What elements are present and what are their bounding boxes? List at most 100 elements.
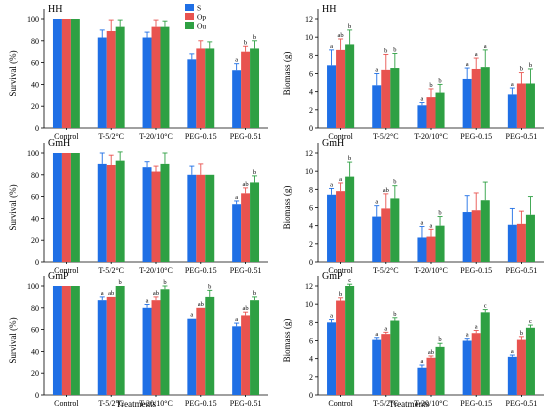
- y-axis-label: Survival (%): [8, 50, 18, 96]
- significance-label: b: [393, 311, 396, 318]
- bar: [327, 322, 337, 395]
- x-tick-label: PEG-0.15: [185, 399, 217, 408]
- bar: [516, 223, 526, 262]
- y-axis-label: Biomass (g): [282, 186, 292, 230]
- significance-label: b: [253, 290, 256, 297]
- y-tick-label: 12: [305, 149, 313, 158]
- y-tick-label: 40: [31, 214, 39, 223]
- bar: [160, 163, 170, 262]
- bar: [241, 51, 251, 129]
- bar: [241, 193, 251, 262]
- bar: [52, 19, 62, 128]
- significance-label: b: [438, 210, 441, 217]
- y-tick-label: 8: [309, 185, 313, 194]
- y-tick-label: 0: [35, 124, 39, 133]
- bar: [97, 163, 107, 262]
- y-tick-label: 6: [309, 70, 313, 79]
- x-tick-label: T-20/10°C: [414, 132, 448, 141]
- bar: [372, 216, 382, 262]
- y-tick-label: 40: [31, 80, 39, 89]
- y-tick-label: 0: [309, 391, 313, 400]
- significance-label: ab: [243, 181, 249, 188]
- significance-label: b: [348, 155, 351, 162]
- x-tick-label: Control: [54, 399, 79, 408]
- bar: [417, 367, 427, 395]
- bar: [462, 212, 472, 262]
- bar: [345, 176, 355, 262]
- bar: [381, 69, 391, 128]
- legend-label: S: [197, 4, 201, 13]
- x-tick-label: PEG-0.51: [506, 266, 538, 275]
- y-tick-label: 0: [309, 258, 313, 267]
- y-tick-label: 60: [31, 326, 39, 335]
- significance-label: b: [429, 82, 432, 89]
- significance-label: a: [421, 220, 424, 227]
- bar: [142, 167, 152, 262]
- significance-label: b: [119, 279, 122, 286]
- y-tick-label: 8: [309, 51, 313, 60]
- bar: [390, 68, 400, 128]
- y-tick-label: 80: [31, 171, 39, 180]
- bar: [372, 339, 382, 395]
- y-tick-label: 40: [31, 347, 39, 356]
- chart-panel: 0 20 40 60 80 100 HH Survival (%) a bb Control T-5/…: [8, 4, 268, 141]
- significance-label: b: [253, 34, 256, 41]
- bar: [205, 174, 215, 262]
- significance-label: a: [330, 181, 333, 188]
- significance-label: a: [384, 325, 387, 332]
- panel-title: GmH: [48, 138, 70, 149]
- y-axis-label: Biomass (g): [282, 319, 292, 363]
- panel-title: GmH: [322, 138, 344, 149]
- significance-label: a: [146, 298, 149, 305]
- significance-label: b: [393, 179, 396, 186]
- x-tick-label: PEG-0.15: [185, 266, 217, 275]
- bar: [507, 224, 517, 262]
- bar: [160, 289, 170, 395]
- significance-label: a: [190, 312, 193, 319]
- significance-label: a: [235, 316, 238, 323]
- y-tick-label: 60: [31, 193, 39, 202]
- significance-label: b: [253, 169, 256, 176]
- bar: [106, 164, 116, 262]
- y-tick-label: 10: [305, 33, 313, 42]
- bar: [97, 300, 107, 395]
- bar: [241, 315, 251, 395]
- bar: [142, 307, 152, 395]
- bar: [507, 94, 517, 128]
- bar: [250, 48, 260, 128]
- x-tick-label: T-20/10°C: [414, 266, 448, 275]
- y-axis-label: Survival (%): [8, 184, 18, 230]
- significance-label: a: [235, 57, 238, 64]
- x-tick-label: T-20/10°C: [139, 399, 173, 408]
- significance-label: a: [475, 324, 478, 331]
- x-tick-label: Control: [328, 266, 353, 275]
- bar: [151, 26, 161, 129]
- x-tick-label: Control: [328, 399, 353, 408]
- significance-label: b: [163, 279, 166, 286]
- significance-label: ab: [338, 32, 344, 39]
- x-tick-label: T-5/2°C: [373, 399, 399, 408]
- x-tick-label: T-20/10°C: [414, 399, 448, 408]
- bar: [232, 70, 242, 128]
- significance-label: a: [466, 61, 469, 68]
- y-tick-label: 80: [31, 37, 39, 46]
- significance-label: a: [430, 222, 433, 229]
- bar: [61, 286, 71, 395]
- bar: [115, 286, 125, 395]
- bar: [205, 48, 215, 128]
- bar: [97, 37, 107, 128]
- bar: [250, 182, 260, 262]
- significance-label: b: [438, 336, 441, 343]
- x-tick-label: T-5/2°C: [98, 399, 124, 408]
- y-tick-label: 2: [309, 373, 313, 382]
- bar: [232, 204, 242, 262]
- bar: [336, 191, 346, 262]
- bar: [435, 225, 445, 262]
- significance-label: a: [235, 194, 238, 201]
- y-axis-label: Biomass (g): [282, 52, 292, 96]
